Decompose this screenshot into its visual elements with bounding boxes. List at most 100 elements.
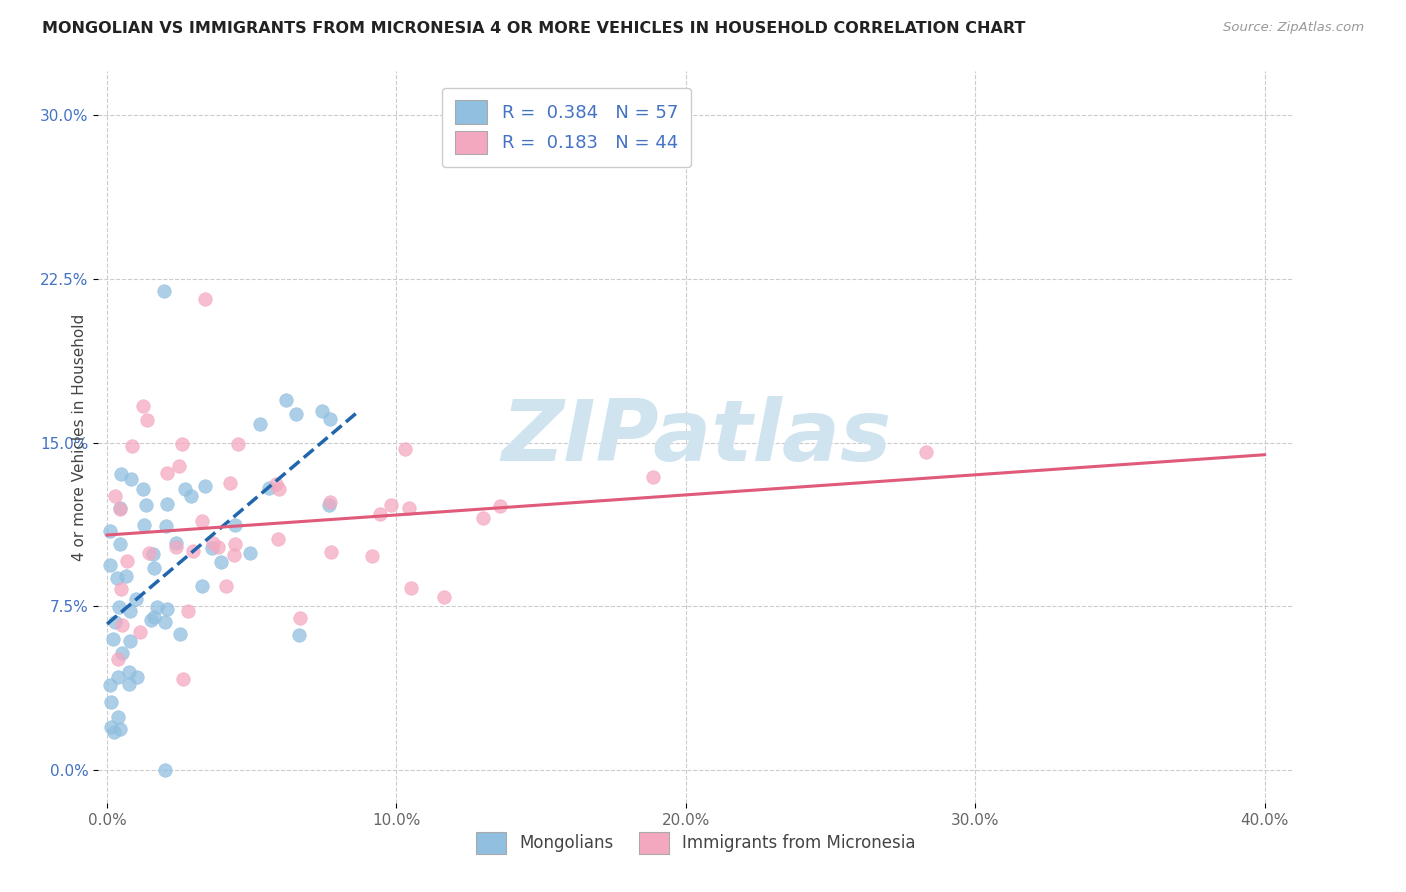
Point — [111, 618, 134, 632]
Point — [125, 591, 148, 606]
Point — [142, 547, 165, 561]
Point — [319, 412, 342, 426]
Point — [321, 545, 343, 559]
Point — [239, 546, 262, 560]
Point — [380, 498, 402, 512]
Point — [135, 498, 157, 512]
Point — [190, 514, 212, 528]
Point — [108, 537, 131, 551]
Point — [264, 476, 287, 491]
Point — [120, 634, 142, 648]
Point — [138, 546, 160, 560]
Point — [125, 670, 148, 684]
Point — [132, 399, 155, 413]
Point — [156, 467, 179, 481]
Point — [218, 476, 240, 491]
Point — [98, 524, 121, 539]
Point — [172, 672, 194, 686]
Point — [399, 581, 422, 595]
Point — [209, 555, 232, 569]
Point — [194, 479, 217, 493]
Text: ZIPatlas: ZIPatlas — [501, 395, 891, 479]
Point — [311, 404, 333, 418]
Point — [120, 472, 142, 486]
Point — [153, 284, 176, 298]
Point — [368, 507, 391, 521]
Point — [110, 467, 132, 482]
Point — [174, 483, 197, 497]
Point — [285, 407, 308, 421]
Point — [194, 292, 217, 306]
Legend: Mongolians, Immigrants from Micronesia: Mongolians, Immigrants from Micronesia — [470, 826, 922, 860]
Point — [100, 719, 122, 733]
Point — [110, 582, 132, 596]
Point — [100, 695, 122, 709]
Point — [207, 541, 229, 555]
Point — [433, 591, 456, 605]
Text: Source: ZipAtlas.com: Source: ZipAtlas.com — [1223, 21, 1364, 34]
Point — [224, 537, 246, 551]
Point — [181, 544, 204, 558]
Point — [224, 518, 246, 533]
Point — [118, 677, 141, 691]
Point — [249, 417, 271, 432]
Point — [132, 518, 155, 533]
Point — [104, 615, 127, 629]
Point — [201, 541, 224, 555]
Y-axis label: 4 or more Vehicles in Household: 4 or more Vehicles in Household — [72, 313, 87, 561]
Point — [191, 579, 214, 593]
Point — [471, 511, 494, 525]
Point — [167, 459, 190, 474]
Point — [103, 724, 125, 739]
Point — [361, 549, 384, 563]
Point — [136, 413, 159, 427]
Point — [224, 549, 246, 563]
Point — [319, 494, 342, 508]
Point — [177, 604, 200, 618]
Point — [132, 482, 155, 496]
Point — [318, 498, 340, 512]
Point — [180, 489, 202, 503]
Point — [155, 519, 177, 533]
Point — [267, 482, 290, 496]
Point — [165, 536, 187, 550]
Point — [394, 442, 416, 457]
Point — [108, 600, 131, 615]
Point — [105, 571, 128, 585]
Point — [641, 470, 664, 484]
Point — [274, 393, 297, 408]
Point — [288, 611, 311, 625]
Point — [108, 501, 131, 516]
Point — [98, 558, 121, 572]
Point — [128, 624, 150, 639]
Point — [101, 632, 124, 646]
Point — [120, 604, 142, 618]
Point — [139, 613, 162, 627]
Point — [259, 481, 281, 495]
Point — [172, 436, 194, 450]
Point — [111, 646, 134, 660]
Point — [121, 439, 143, 453]
Point — [156, 602, 179, 616]
Point — [267, 533, 290, 547]
Point — [169, 627, 191, 641]
Point — [104, 489, 127, 503]
Point — [107, 670, 129, 684]
Point — [146, 599, 169, 614]
Point — [107, 652, 129, 666]
Point — [108, 502, 131, 516]
Point — [107, 710, 129, 724]
Point — [398, 500, 420, 515]
Point — [489, 499, 512, 513]
Point — [115, 569, 138, 583]
Point — [226, 437, 249, 451]
Point — [201, 536, 224, 550]
Point — [287, 628, 309, 642]
Point — [108, 723, 131, 737]
Point — [215, 579, 238, 593]
Point — [115, 554, 138, 568]
Text: MONGOLIAN VS IMMIGRANTS FROM MICRONESIA 4 OR MORE VEHICLES IN HOUSEHOLD CORRELAT: MONGOLIAN VS IMMIGRANTS FROM MICRONESIA … — [42, 21, 1025, 36]
Point — [143, 609, 166, 624]
Point — [98, 678, 121, 692]
Point — [165, 540, 187, 554]
